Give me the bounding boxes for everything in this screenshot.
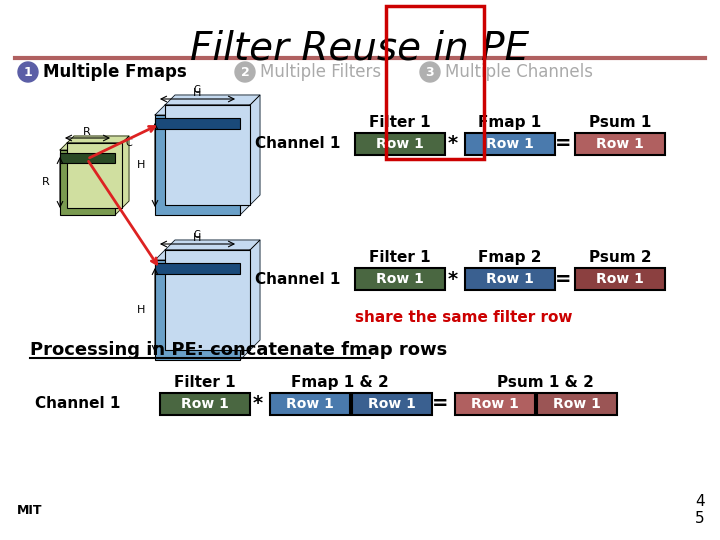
Circle shape bbox=[18, 62, 38, 82]
Text: MIT: MIT bbox=[17, 503, 42, 516]
Text: Row 1: Row 1 bbox=[596, 272, 644, 286]
Text: Psum 2: Psum 2 bbox=[589, 250, 652, 265]
Text: C: C bbox=[194, 85, 200, 95]
FancyBboxPatch shape bbox=[355, 133, 445, 155]
Text: Row 1: Row 1 bbox=[376, 137, 424, 151]
Text: 3: 3 bbox=[426, 65, 434, 78]
FancyBboxPatch shape bbox=[537, 393, 617, 415]
FancyBboxPatch shape bbox=[60, 153, 115, 163]
Text: Row 1: Row 1 bbox=[376, 272, 424, 286]
Text: =: = bbox=[554, 269, 571, 288]
Text: =: = bbox=[432, 395, 449, 414]
Circle shape bbox=[235, 62, 255, 82]
Text: Channel 1: Channel 1 bbox=[35, 396, 120, 411]
Text: Channel 1: Channel 1 bbox=[255, 137, 340, 152]
FancyBboxPatch shape bbox=[575, 133, 665, 155]
Text: Fmap 2: Fmap 2 bbox=[478, 250, 541, 265]
FancyBboxPatch shape bbox=[165, 105, 250, 205]
FancyBboxPatch shape bbox=[160, 393, 250, 415]
FancyBboxPatch shape bbox=[165, 250, 250, 350]
Polygon shape bbox=[250, 95, 260, 205]
FancyBboxPatch shape bbox=[155, 118, 240, 129]
Text: =: = bbox=[554, 134, 571, 153]
Text: R: R bbox=[83, 127, 91, 137]
FancyBboxPatch shape bbox=[155, 260, 240, 360]
Text: Filter 1: Filter 1 bbox=[174, 375, 236, 390]
Text: Row 1: Row 1 bbox=[368, 397, 416, 411]
Text: 1: 1 bbox=[24, 65, 32, 78]
Polygon shape bbox=[165, 240, 260, 250]
Text: Row 1: Row 1 bbox=[486, 137, 534, 151]
Text: Multiple Filters: Multiple Filters bbox=[260, 63, 381, 81]
Text: Psum 1: Psum 1 bbox=[589, 115, 651, 130]
Text: Filter 1: Filter 1 bbox=[369, 250, 431, 265]
Text: Row 1: Row 1 bbox=[553, 397, 601, 411]
Polygon shape bbox=[67, 136, 129, 143]
Text: *: * bbox=[253, 395, 263, 414]
Text: H: H bbox=[137, 160, 145, 170]
Text: Row 1: Row 1 bbox=[286, 397, 334, 411]
Text: Filter 1: Filter 1 bbox=[369, 115, 431, 130]
Text: Channel 1: Channel 1 bbox=[255, 272, 340, 287]
Polygon shape bbox=[240, 105, 250, 215]
Text: Processing in PE: concatenate fmap rows: Processing in PE: concatenate fmap rows bbox=[30, 341, 447, 359]
Polygon shape bbox=[165, 95, 260, 105]
Polygon shape bbox=[60, 143, 122, 150]
Text: *: * bbox=[448, 134, 458, 153]
Text: 4
5: 4 5 bbox=[696, 494, 705, 526]
Text: Row 1: Row 1 bbox=[181, 397, 229, 411]
FancyBboxPatch shape bbox=[575, 268, 665, 290]
FancyBboxPatch shape bbox=[270, 393, 350, 415]
FancyBboxPatch shape bbox=[465, 133, 555, 155]
Text: 2: 2 bbox=[240, 65, 249, 78]
Text: C: C bbox=[125, 138, 132, 148]
Text: Row 1: Row 1 bbox=[596, 137, 644, 151]
Text: Filter Reuse in PE: Filter Reuse in PE bbox=[190, 30, 530, 68]
FancyBboxPatch shape bbox=[67, 143, 122, 208]
Polygon shape bbox=[155, 105, 250, 115]
Polygon shape bbox=[250, 240, 260, 350]
Circle shape bbox=[420, 62, 440, 82]
Text: R: R bbox=[42, 177, 50, 187]
FancyBboxPatch shape bbox=[155, 115, 240, 215]
Text: *: * bbox=[448, 269, 458, 288]
FancyBboxPatch shape bbox=[60, 150, 115, 215]
Text: share the same filter row: share the same filter row bbox=[355, 310, 572, 326]
FancyBboxPatch shape bbox=[352, 393, 432, 415]
Text: Row 1: Row 1 bbox=[471, 397, 519, 411]
FancyBboxPatch shape bbox=[355, 268, 445, 290]
Text: H: H bbox=[137, 305, 145, 315]
Text: Row 1: Row 1 bbox=[486, 272, 534, 286]
Text: Fmap 1 & 2: Fmap 1 & 2 bbox=[291, 375, 389, 390]
Text: Multiple Channels: Multiple Channels bbox=[445, 63, 593, 81]
Text: Psum 1 & 2: Psum 1 & 2 bbox=[497, 375, 593, 390]
FancyBboxPatch shape bbox=[465, 268, 555, 290]
Polygon shape bbox=[240, 250, 250, 360]
FancyBboxPatch shape bbox=[155, 263, 240, 274]
Polygon shape bbox=[155, 250, 250, 260]
Text: C: C bbox=[194, 230, 200, 240]
Text: H: H bbox=[193, 233, 201, 243]
FancyBboxPatch shape bbox=[455, 393, 535, 415]
Text: Multiple Fmaps: Multiple Fmaps bbox=[43, 63, 186, 81]
Text: H: H bbox=[193, 88, 201, 98]
Polygon shape bbox=[115, 143, 122, 215]
Text: Fmap 1: Fmap 1 bbox=[478, 115, 541, 130]
Polygon shape bbox=[122, 136, 129, 208]
